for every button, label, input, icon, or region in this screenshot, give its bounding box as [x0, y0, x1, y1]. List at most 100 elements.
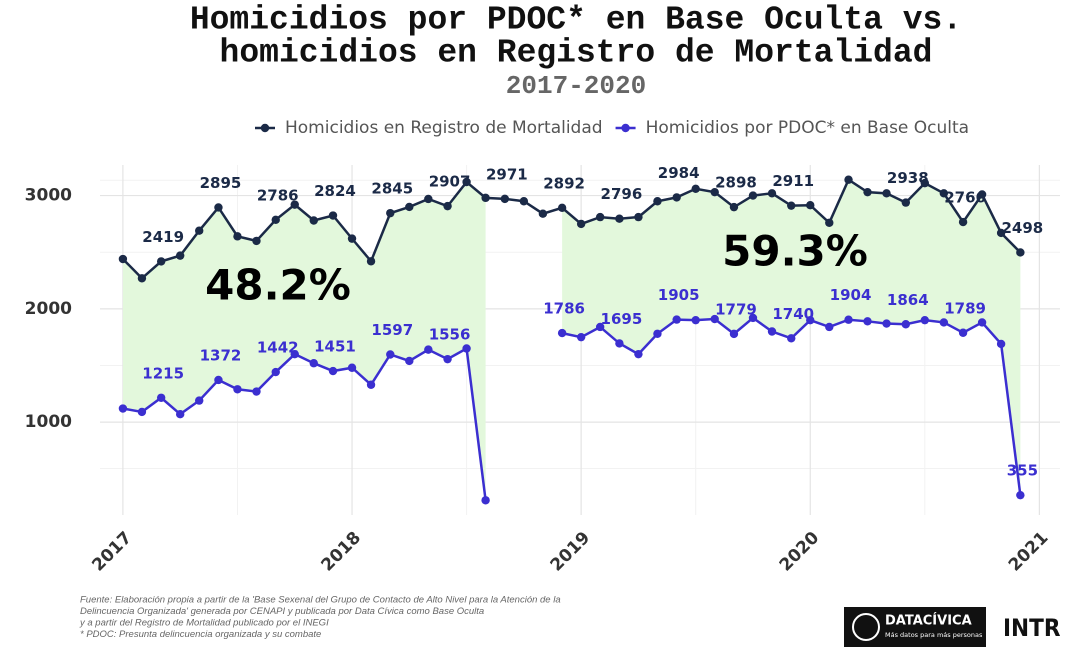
point [844, 315, 853, 324]
value-label: 2824 [314, 182, 356, 200]
point [557, 328, 567, 338]
source-note: y a partir del Registro de Mortalidad pu… [79, 618, 329, 629]
point [729, 329, 739, 339]
point [882, 189, 891, 198]
point [175, 251, 185, 260]
value-label: 2907 [429, 173, 471, 191]
point [958, 217, 968, 227]
value-label: 2796 [601, 185, 643, 203]
point [996, 228, 1006, 238]
point [615, 339, 624, 348]
point [882, 319, 891, 328]
point [825, 322, 834, 332]
point [424, 194, 433, 204]
point [347, 363, 357, 372]
point [118, 254, 128, 264]
point [195, 226, 204, 235]
logo-icon [852, 613, 880, 641]
x-tick-label: 2017 [88, 528, 136, 576]
point [595, 212, 605, 222]
point [806, 315, 815, 325]
point [137, 407, 147, 417]
value-label: 1597 [371, 321, 413, 339]
annotation: 48.2% [205, 261, 351, 310]
point [137, 274, 147, 283]
point [424, 345, 433, 354]
value-label: 1779 [715, 300, 757, 318]
point [748, 313, 758, 323]
value-label: 1789 [944, 299, 986, 317]
point [386, 350, 395, 359]
value-label: 1864 [887, 291, 929, 309]
value-label: 2984 [658, 164, 700, 182]
value-label: 2938 [887, 169, 929, 187]
gap-shade [122, 181, 486, 501]
value-label: 1215 [142, 364, 184, 382]
point [252, 387, 261, 396]
point [920, 178, 930, 188]
value-label: 2766 [944, 189, 986, 207]
point [557, 203, 567, 213]
point [290, 200, 299, 209]
point [462, 177, 471, 187]
chart-subtitle: 2017-2020 [506, 71, 646, 101]
value-label: 2911 [772, 172, 814, 190]
point [156, 257, 166, 266]
point [977, 318, 987, 327]
point [118, 404, 128, 413]
point [1016, 248, 1025, 257]
point [462, 344, 471, 353]
point [634, 349, 643, 359]
point [748, 191, 758, 200]
lines: 2419 2895 2786 2824 2845 2907 2971 2892 2796 2984… [118, 164, 1043, 505]
x-tick-label: 2019 [547, 528, 595, 576]
value-label: 2845 [371, 180, 413, 198]
point [366, 380, 376, 389]
point [328, 366, 338, 376]
point [175, 409, 185, 419]
point [576, 219, 586, 229]
point [481, 496, 490, 505]
value-label: 2419 [142, 228, 184, 246]
point [806, 201, 815, 210]
value-label: 2892 [543, 174, 585, 192]
point [787, 334, 796, 343]
point [634, 212, 643, 222]
point [405, 202, 414, 212]
point [443, 201, 452, 211]
point [977, 190, 987, 199]
point [386, 208, 395, 218]
point [825, 218, 834, 227]
point [233, 232, 242, 241]
logo-tagline: Más datos para más personas [885, 631, 983, 639]
legend-label: Homicidios por PDOC* en Base Oculta [646, 118, 970, 138]
point [767, 189, 777, 198]
point [939, 318, 949, 327]
point [691, 315, 700, 325]
point [729, 202, 739, 212]
point [615, 214, 624, 223]
point [195, 396, 204, 405]
chart-title: Homicidios por PDOC* en Base Oculta vs. [190, 2, 962, 39]
point [787, 201, 796, 210]
legend-label: Homicidios en Registro de Mortalidad [285, 118, 603, 138]
legend-marker [621, 123, 630, 133]
point [767, 327, 777, 336]
value-label: 2895 [200, 174, 242, 192]
value-label: 1556 [429, 326, 471, 344]
point [366, 257, 376, 266]
source-note: Delincuencia Organizada' generada por CE… [80, 606, 484, 617]
point [863, 187, 872, 197]
value-label: 1451 [314, 338, 356, 356]
point [347, 234, 357, 243]
y-tick-label: 3000 [25, 186, 72, 206]
point [519, 197, 529, 206]
x-tick-label: 2020 [776, 528, 824, 576]
partner-logo: INTR [1003, 614, 1061, 642]
point [958, 328, 968, 337]
point [653, 197, 662, 206]
value-label: 1442 [257, 339, 299, 357]
point [844, 175, 853, 184]
point [271, 367, 280, 377]
y-tick-label: 1000 [25, 412, 72, 432]
